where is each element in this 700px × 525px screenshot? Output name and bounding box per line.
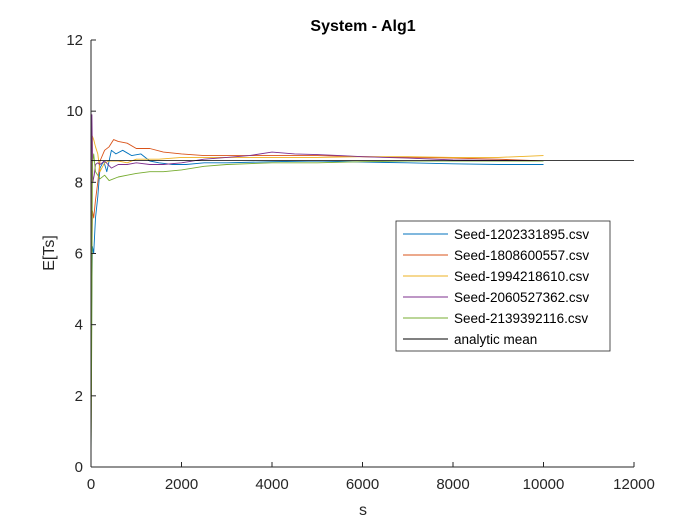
y-tick-label: 6 — [75, 246, 83, 263]
y-tick-label: 0 — [75, 459, 83, 476]
legend-entry-3[interactable]: Seed-1994218610.csv — [403, 269, 589, 284]
x-tick-label: 10000 — [523, 476, 565, 493]
legend-box — [395, 220, 611, 352]
series-layer — [91, 114, 634, 460]
y-tick-label: 12 — [66, 32, 83, 49]
x-tick-label: 12000 — [613, 476, 655, 493]
legend-entry-6[interactable]: analytic mean — [403, 332, 537, 347]
x-tick-label: 4000 — [255, 476, 288, 493]
legend-label: analytic mean — [454, 332, 537, 347]
legend-entry-5[interactable]: Seed-2139392116.csv — [403, 311, 588, 326]
legend-label: Seed-2060527362.csv — [454, 290, 589, 305]
legend[interactable]: Seed-1202331895.csv Seed-1808600557.csv Se… — [395, 220, 611, 352]
x-tick-label: 6000 — [346, 476, 379, 493]
legend-label: Seed-1808600557.csv — [454, 248, 589, 263]
legend-label: Seed-2139392116.csv — [454, 311, 588, 326]
y-tick-label: 2 — [75, 388, 83, 405]
y-tick-label: 10 — [66, 103, 83, 120]
x-tick-label: 8000 — [436, 476, 469, 493]
chart-title: System - Alg1 — [310, 18, 415, 35]
series-line-5 — [91, 153, 544, 460]
x-tick-label: 0 — [87, 476, 95, 493]
series-line-4 — [91, 114, 544, 460]
y-tick-label: 8 — [75, 174, 83, 191]
y-axis-label: E[Ts] — [41, 235, 58, 271]
legend-label: Seed-1202331895.csv — [454, 227, 589, 242]
legend-entry-2[interactable]: Seed-1808600557.csv — [403, 248, 589, 263]
x-axis-label: s — [359, 502, 367, 519]
legend-label: Seed-1994218610.csv — [454, 269, 589, 284]
axes-layer: 0 2000 4000 6000 8000 10000 12000 0 2 4 6 8 10 12 — [66, 32, 655, 493]
y-tick-label: 4 — [75, 317, 83, 334]
legend-entry-1[interactable]: Seed-1202331895.csv — [403, 227, 589, 242]
legend-entry-4[interactable]: Seed-2060527362.csv — [403, 290, 589, 305]
x-tick-label: 2000 — [165, 476, 198, 493]
